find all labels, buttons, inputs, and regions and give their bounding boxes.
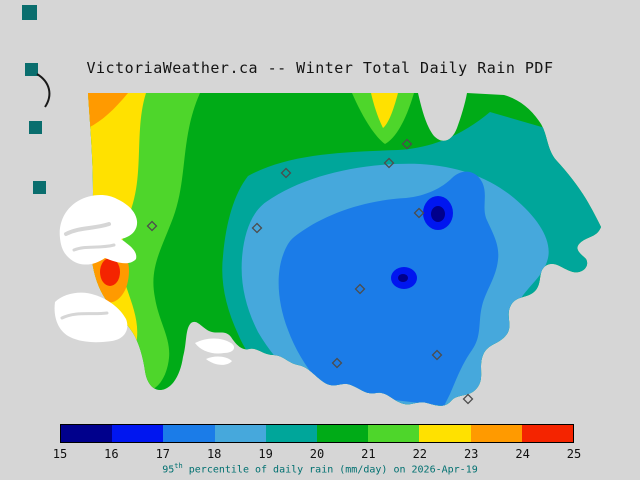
colorbar-segment [521,425,574,442]
caption-prefix: 95 [162,464,175,476]
station-marker [354,283,366,295]
contour-red-core [100,258,120,286]
colorbar-segment [214,425,266,442]
station-marker [146,220,158,232]
colorbar-segment [317,425,369,442]
contour-navy-core-1 [431,206,445,222]
station-markers [146,138,474,405]
caption-rest: percentile of daily rain (mm/day) on 202… [182,464,478,476]
contour-orange-corner [88,93,128,129]
colorbar-tick-label: 18 [206,447,222,461]
station-marker [331,357,343,369]
coast-white-shore [54,292,128,343]
colorbar [60,424,574,443]
station-marker [413,207,425,219]
colorbar-segment [470,425,522,442]
colorbar-tick-label: 21 [361,447,376,461]
colorbar-tick-label: 17 [155,447,171,461]
station-marker [280,167,292,179]
colorbar-tick-label: 25 [566,447,582,461]
contour-medium-blue [278,171,499,406]
colorbar-segment [61,425,113,442]
colorbar-segment [368,425,420,442]
decor-square-1 [22,5,37,20]
station-marker [383,157,395,169]
station-marker [462,393,474,405]
coast-white-spit-1 [195,338,235,354]
colorbar-tick-label: 15 [52,447,68,461]
decor-coastline-arc [36,73,51,108]
colorbar-segment [112,425,164,442]
basin-channel-2 [72,243,116,252]
colorbar-tick-label: 23 [463,447,479,461]
colorbar-tick-label: 22 [412,447,428,461]
page-title: VictoriaWeather.ca -- Winter Total Daily… [86,59,554,77]
station-marker [401,138,413,150]
colorbar-segment [163,425,215,442]
coast-white-spit-2 [206,356,232,365]
basin-channel-1 [64,222,111,236]
colorbar-segment [419,425,471,442]
colorbar-tick-label: 20 [309,447,325,461]
contour-navy-core-2 [398,274,408,282]
decor-square-3 [29,121,42,134]
colorbar-ticks: 15 16 17 18 19 20 21 22 23 24 25 [53,447,581,461]
station-marker [251,222,263,234]
decor-square-2 [25,63,38,76]
colorbar-tick-label: 24 [515,447,530,461]
shore-channel [60,311,109,320]
colorbar-tick-label: 19 [258,447,273,461]
decor-square-4 [33,181,46,194]
station-marker [431,349,443,361]
colorbar-segment [265,425,318,442]
caption-superscript: th [174,462,183,470]
colorbar-tick-label: 16 [104,447,119,461]
colorbar-caption: 95th percentile of daily rain (mm/day) o… [0,462,640,475]
contour-yellow-top [371,93,398,128]
